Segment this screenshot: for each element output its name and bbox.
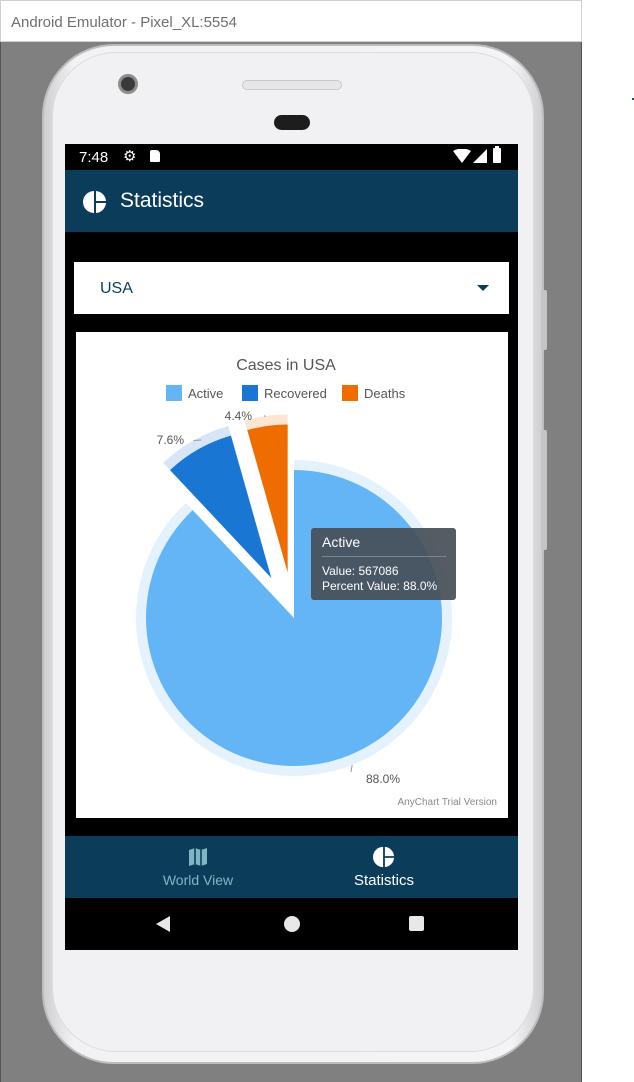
bottom-navigation: World View Statistics xyxy=(65,836,518,898)
page-title: Statistics xyxy=(120,189,205,212)
nav-item-statistics[interactable]: Statistics xyxy=(271,836,497,898)
volume-rocker[interactable] xyxy=(541,430,547,550)
legend-label: Deaths xyxy=(364,386,406,401)
chart-watermark: AnyChart Trial Version xyxy=(398,797,498,808)
phone-screen: 7:48 ⚙ Statistics USA xyxy=(65,144,518,950)
emulator-title-bar: Android Emulator - Pixel_XL:5554 xyxy=(0,0,582,42)
chart-tooltip: Active Value: 567086 Percent Value: 88.0… xyxy=(311,528,456,600)
battery-icon xyxy=(493,146,501,163)
earpiece xyxy=(242,80,342,90)
status-bar: 7:48 ⚙ xyxy=(65,144,518,170)
chevron-down-icon[interactable] xyxy=(477,285,489,291)
nav-item-label: Statistics xyxy=(353,872,414,889)
legend-label: Recovered xyxy=(264,386,327,401)
legend-swatch xyxy=(342,385,358,401)
slice-label-recovered: 7.6% xyxy=(157,433,185,447)
cell-signal-icon xyxy=(473,149,487,163)
recents-icon[interactable] xyxy=(409,916,424,931)
chart-title: Cases in USA xyxy=(236,357,336,374)
sd-card-icon xyxy=(150,150,160,162)
tooltip-title: Active xyxy=(322,534,361,550)
front-camera xyxy=(118,74,138,94)
system-navigation-bar xyxy=(65,898,518,950)
back-icon[interactable] xyxy=(156,916,170,932)
settings-gear-icon: ⚙ xyxy=(123,148,137,165)
main-content: USA Cases in USA Active Recovered Deaths 8… xyxy=(65,232,518,836)
wifi-icon xyxy=(453,149,471,163)
nav-item-label: World View xyxy=(162,872,234,888)
tooltip-value: Value: 567086 xyxy=(322,564,399,578)
pie-chart-icon xyxy=(83,191,106,213)
map-icon xyxy=(189,848,207,866)
slice-recovered[interactable] xyxy=(170,435,272,578)
emulator-title: Android Emulator - Pixel_XL:5554 xyxy=(11,14,237,31)
pie-labels: 88.0% 7.6% 4.4% xyxy=(157,409,401,786)
legend-swatch xyxy=(242,385,258,401)
proximity-sensor xyxy=(274,115,310,130)
legend-item-active[interactable]: Active xyxy=(166,385,223,401)
emulator-side-marker xyxy=(632,98,634,100)
status-time: 7:48 xyxy=(79,149,109,166)
label-leader-active xyxy=(350,764,353,773)
chart-card: Cases in USA Active Recovered Deaths 88.0%… xyxy=(76,332,508,818)
legend-swatch xyxy=(166,385,182,401)
legend-label: Active xyxy=(188,386,223,401)
app-bar: Statistics xyxy=(65,170,518,232)
pie-chart-icon xyxy=(373,846,395,868)
slice-deaths[interactable] xyxy=(247,424,288,573)
slice-label-active: 88.0% xyxy=(366,772,400,786)
country-dropdown[interactable]: USA xyxy=(74,262,509,314)
slice-label-deaths: 4.4% xyxy=(225,409,253,423)
tooltip-percent: Percent Value: 88.0% xyxy=(322,579,438,593)
tooltip-divider xyxy=(322,556,446,557)
home-icon[interactable] xyxy=(284,916,300,932)
slice-active[interactable] xyxy=(145,470,442,766)
legend-item-deaths[interactable]: Deaths xyxy=(342,385,406,401)
nav-item-world-view[interactable]: World View xyxy=(85,836,311,898)
power-button[interactable] xyxy=(541,290,547,350)
country-dropdown-value: USA xyxy=(100,280,133,297)
chart-legend: Active Recovered Deaths xyxy=(166,385,406,401)
legend-item-recovered[interactable]: Recovered xyxy=(242,385,327,401)
